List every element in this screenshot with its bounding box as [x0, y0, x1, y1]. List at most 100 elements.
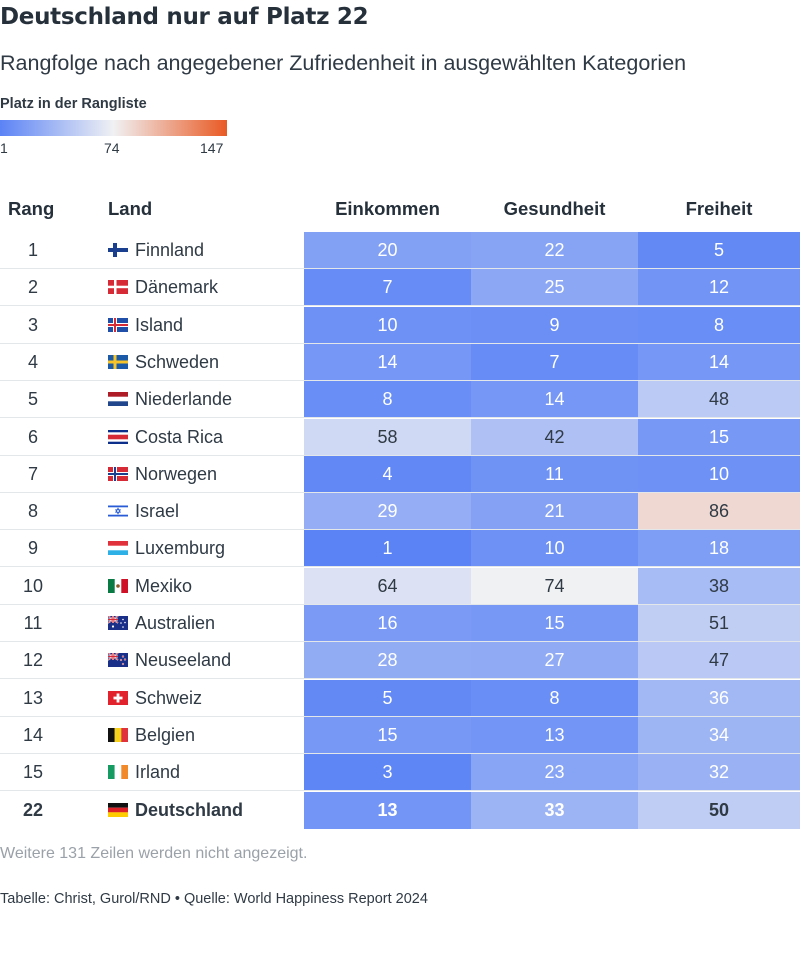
switzerland-flag-icon: [108, 689, 128, 707]
table-row: 7 Norwegen 4 11 10: [0, 455, 800, 493]
row-divider: [0, 417, 800, 419]
einkommen-cell: 20: [304, 232, 471, 269]
rank-cell: 3: [27, 314, 38, 335]
mexico-flag-icon: [108, 577, 128, 595]
einkommen-cell: 16: [304, 605, 471, 642]
gesundheit-cell: 21: [471, 493, 638, 531]
gesundheit-cell: 7: [471, 343, 638, 381]
einkommen-cell: 4: [304, 455, 471, 493]
norway-flag-icon: [108, 465, 128, 483]
freiheit-cell: 15: [638, 418, 800, 456]
einkommen-cell: 1: [304, 530, 471, 568]
freiheit-cell: 47: [638, 642, 800, 680]
source-credit: Tabelle: Christ, Gurol/RND • Quelle: Wor…: [0, 891, 428, 907]
country-cell: Schweden: [135, 351, 220, 372]
country-cell: Australien: [135, 613, 216, 633]
country-cell: Costa Rica: [135, 426, 224, 447]
rank-cell: 1: [27, 240, 38, 260]
freiheit-cell: 34: [638, 716, 800, 754]
israel-flag-icon: [108, 502, 128, 520]
table-row: 1 Finnland 20 22 5: [0, 232, 800, 269]
country-cell: Dänemark: [135, 277, 219, 298]
einkommen-cell: 13: [304, 791, 471, 829]
column-header-freiheit[interactable]: Freiheit: [685, 198, 753, 219]
row-divider: [0, 752, 800, 754]
freiheit-cell: 36: [638, 679, 800, 717]
chart-subtitle: Rangfolge nach angegebener Zufriedenheit…: [0, 51, 687, 75]
freiheit-cell: 18: [638, 530, 800, 568]
einkommen-cell: 64: [304, 567, 471, 605]
iceland-flag-icon: [108, 316, 128, 334]
einkommen-cell: 5: [304, 679, 471, 717]
belgium-flag-icon: [108, 726, 128, 744]
row-divider: [0, 678, 800, 680]
column-header-land[interactable]: Land: [108, 198, 153, 219]
gesundheit-cell: 27: [471, 642, 638, 680]
legend-color-bar: [0, 120, 227, 136]
table-row: 11 Australien 16 15 51: [0, 605, 800, 642]
gesundheit-cell: 8: [471, 679, 638, 717]
rank-cell: 12: [22, 650, 44, 671]
table-row: 22 Deutschland 13 33 50: [0, 791, 800, 829]
table-row: 5 Niederlande 8 14 48: [0, 381, 800, 419]
table-row: 3 Island 10 9 8: [0, 306, 800, 344]
gesundheit-cell: 9: [471, 306, 638, 344]
country-cell: Finnland: [135, 240, 205, 260]
gesundheit-cell: 33: [471, 791, 638, 829]
row-divider: [0, 379, 800, 381]
rank-cell: 11: [23, 613, 43, 633]
rank-cell: 9: [27, 538, 38, 559]
rank-cell: 6: [27, 426, 38, 447]
column-header-gesundheit[interactable]: Gesundheit: [503, 198, 606, 219]
legend-mid-label: 74: [104, 140, 120, 156]
row-divider: [0, 641, 800, 642]
table-row: 9 Luxemburg 1 10 18: [0, 530, 800, 568]
column-header-einkommen[interactable]: Einkommen: [335, 198, 440, 219]
hidden-rows-note: Weitere 131 Zeilen werden nicht angezeig…: [0, 845, 308, 862]
table-row: 10 Mexiko 64 74 38: [0, 567, 800, 605]
row-divider: [0, 491, 800, 493]
freiheit-cell: 14: [638, 343, 800, 381]
freiheit-cell: 5: [638, 232, 800, 269]
table-row: 8 Israel 29 21 86: [0, 493, 800, 531]
gesundheit-cell: 74: [471, 567, 638, 605]
rank-cell: 7: [27, 463, 38, 484]
row-divider: [0, 603, 800, 605]
einkommen-cell: 8: [304, 381, 471, 419]
row-divider: [0, 566, 800, 568]
einkommen-cell: 10: [304, 306, 471, 344]
rank-cell: 2: [27, 277, 38, 298]
rank-cell: 13: [22, 687, 44, 708]
freiheit-cell: 48: [638, 381, 800, 419]
chart-title: Deutschland nur auf Platz 22: [0, 4, 369, 30]
freiheit-cell: 38: [638, 567, 800, 605]
row-divider: [0, 305, 800, 307]
new-zealand-flag-icon: [108, 651, 128, 669]
sweden-flag-icon: [108, 353, 128, 371]
rank-cell: 5: [27, 389, 38, 410]
freiheit-cell: 32: [638, 754, 800, 792]
freiheit-cell: 51: [638, 605, 800, 642]
germany-flag-icon: [108, 801, 128, 819]
row-divider: [0, 790, 800, 792]
column-header-rang[interactable]: Rang: [8, 198, 55, 219]
einkommen-cell: 14: [304, 343, 471, 381]
luxembourg-flag-icon: [108, 539, 128, 557]
rank-cell: 22: [22, 799, 44, 820]
row-divider: [0, 529, 800, 531]
costa-rica-flag-icon: [108, 428, 128, 446]
gesundheit-cell: 42: [471, 418, 638, 456]
denmark-flag-icon: [108, 278, 128, 296]
freiheit-cell: 50: [638, 791, 800, 829]
einkommen-cell: 7: [304, 269, 471, 307]
einkommen-cell: 28: [304, 642, 471, 680]
row-divider: [0, 454, 800, 456]
freiheit-cell: 8: [638, 306, 800, 344]
table-row: 6 Costa Rica 58 42 15: [0, 418, 800, 456]
gesundheit-cell: 14: [471, 381, 638, 419]
country-cell: Schweiz: [135, 687, 203, 708]
country-cell: Island: [135, 314, 184, 335]
gesundheit-cell: 22: [471, 232, 638, 269]
table-row: 4 Schweden 14 7 14: [0, 343, 800, 381]
gesundheit-cell: 23: [471, 754, 638, 792]
